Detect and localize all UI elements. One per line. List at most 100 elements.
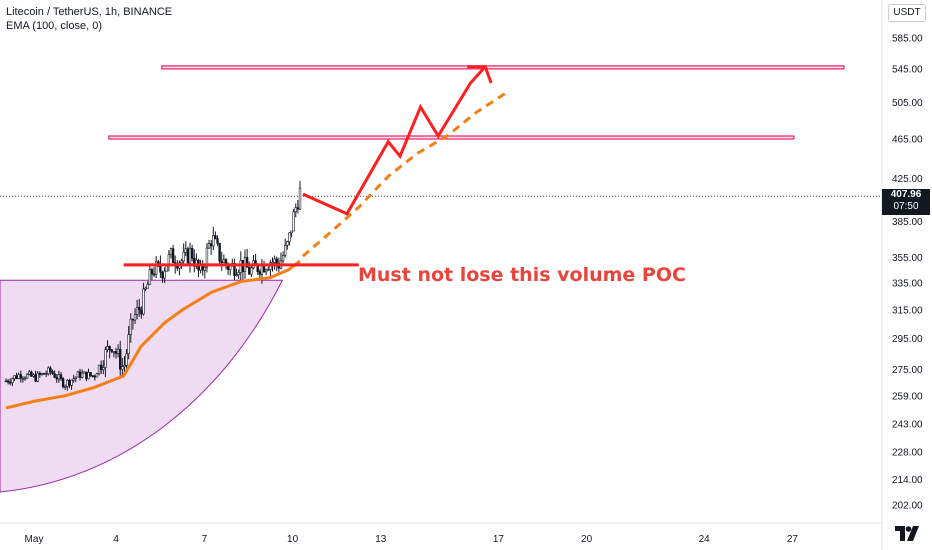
x-tick-label: 7 [202,534,208,545]
candle-body [114,351,118,354]
candle-body [281,255,285,262]
candle-body [74,376,77,379]
candle-body [239,260,242,273]
candle-body [298,187,302,210]
currency-button[interactable]: USDT [888,4,926,22]
candle-body [216,238,219,244]
y-tick-label: 214.00 [892,475,923,486]
candle-body [91,375,94,377]
poc-annotation[interactable]: Must not lose this volume POC [358,264,686,286]
candle-body [235,274,238,277]
candle-body [28,371,31,375]
candle-body [21,377,25,380]
y-tick-label: 545.00 [892,65,923,76]
resistance-zone[interactable] [108,135,795,140]
candle-body [66,380,69,387]
candle-body [95,373,99,378]
candle-body [127,334,130,355]
candle-body [87,372,90,380]
projection-arrow[interactable] [302,65,487,216]
tradingview-logo-icon[interactable] [894,522,920,544]
candle-body [121,366,124,370]
resistance-zone[interactable] [161,65,845,70]
candle-body [296,207,300,210]
candle-body [68,380,71,386]
candle-body [11,378,14,383]
candle-body [186,248,190,264]
candle-body [237,272,240,276]
symbol-title[interactable]: Litecoin / TetherUS, 1h, BINANCE [6,6,173,18]
candle-body [209,243,213,247]
candle-body [188,247,192,264]
candle-body [144,287,147,290]
price-axis[interactable]: 585.00 545.00 505.00 465.00 425.00 385.00 355.… [892,34,923,512]
candle-body [57,374,61,380]
y-tick-label: 243.00 [892,419,923,430]
x-tick-label: 13 [375,534,387,545]
candle-body [85,371,88,380]
candle-body [245,257,249,268]
candle-body [273,258,276,263]
y-tick-label: 275.00 [892,365,923,376]
time-axis[interactable]: May 4 7 10 13 17 20 24 27 [25,534,799,545]
candle-body [154,261,158,275]
candle-body [129,318,132,335]
candle-body [288,232,291,242]
candle-body [6,380,10,383]
candle-body [104,349,107,368]
candle-body [110,349,113,352]
candle-body [32,374,35,377]
candle-body [125,353,128,366]
x-tick-label: May [25,534,44,545]
candle-body [212,235,215,247]
candle-body [229,265,232,271]
candle-body [72,378,75,381]
x-tick-label: 17 [493,534,505,545]
candle-body [44,373,48,375]
candle-body [17,374,20,379]
ema-line [5,259,301,410]
candle-body [30,371,33,377]
candle-body [119,348,122,370]
y-tick-label: 465.00 [892,134,923,145]
candle-body [70,379,73,386]
candle-body [233,263,236,276]
candle-body [64,386,67,388]
y-tick-label: 228.00 [892,447,923,458]
candle-body [218,243,221,262]
candle-body [264,269,268,273]
candle-body [205,247,209,268]
y-tick-label: 425.00 [892,174,923,185]
ema-indicator-label[interactable]: EMA (100, close, 0) [6,20,102,32]
candle-body [258,271,262,275]
candle-body [13,375,16,380]
candle-body [148,269,152,285]
candle-body [267,269,270,271]
candle-body [40,373,44,376]
candle-body [248,267,251,275]
current-price-tag: 407.96 07:50 [882,189,930,215]
candle-body [294,207,297,213]
x-tick-label: 10 [287,534,299,545]
candle-body [93,375,97,378]
x-tick-label: 20 [581,534,593,545]
candle-body [133,314,137,321]
candle-body [15,375,18,379]
candle-body [51,371,54,374]
candle-body [138,307,141,311]
candle-body [180,260,183,264]
candle-body [131,318,135,321]
candle-body [9,381,12,384]
candle-body [80,372,84,378]
candle-body [271,262,274,264]
candle-body [182,251,185,262]
y-tick-label: 315.00 [892,305,923,316]
candle-body [47,367,50,374]
candle-body [106,346,109,350]
candle-body [19,374,23,379]
candle-body [42,373,46,375]
candle-body [161,272,164,279]
candle-body [250,267,253,275]
candle-body [34,374,37,382]
